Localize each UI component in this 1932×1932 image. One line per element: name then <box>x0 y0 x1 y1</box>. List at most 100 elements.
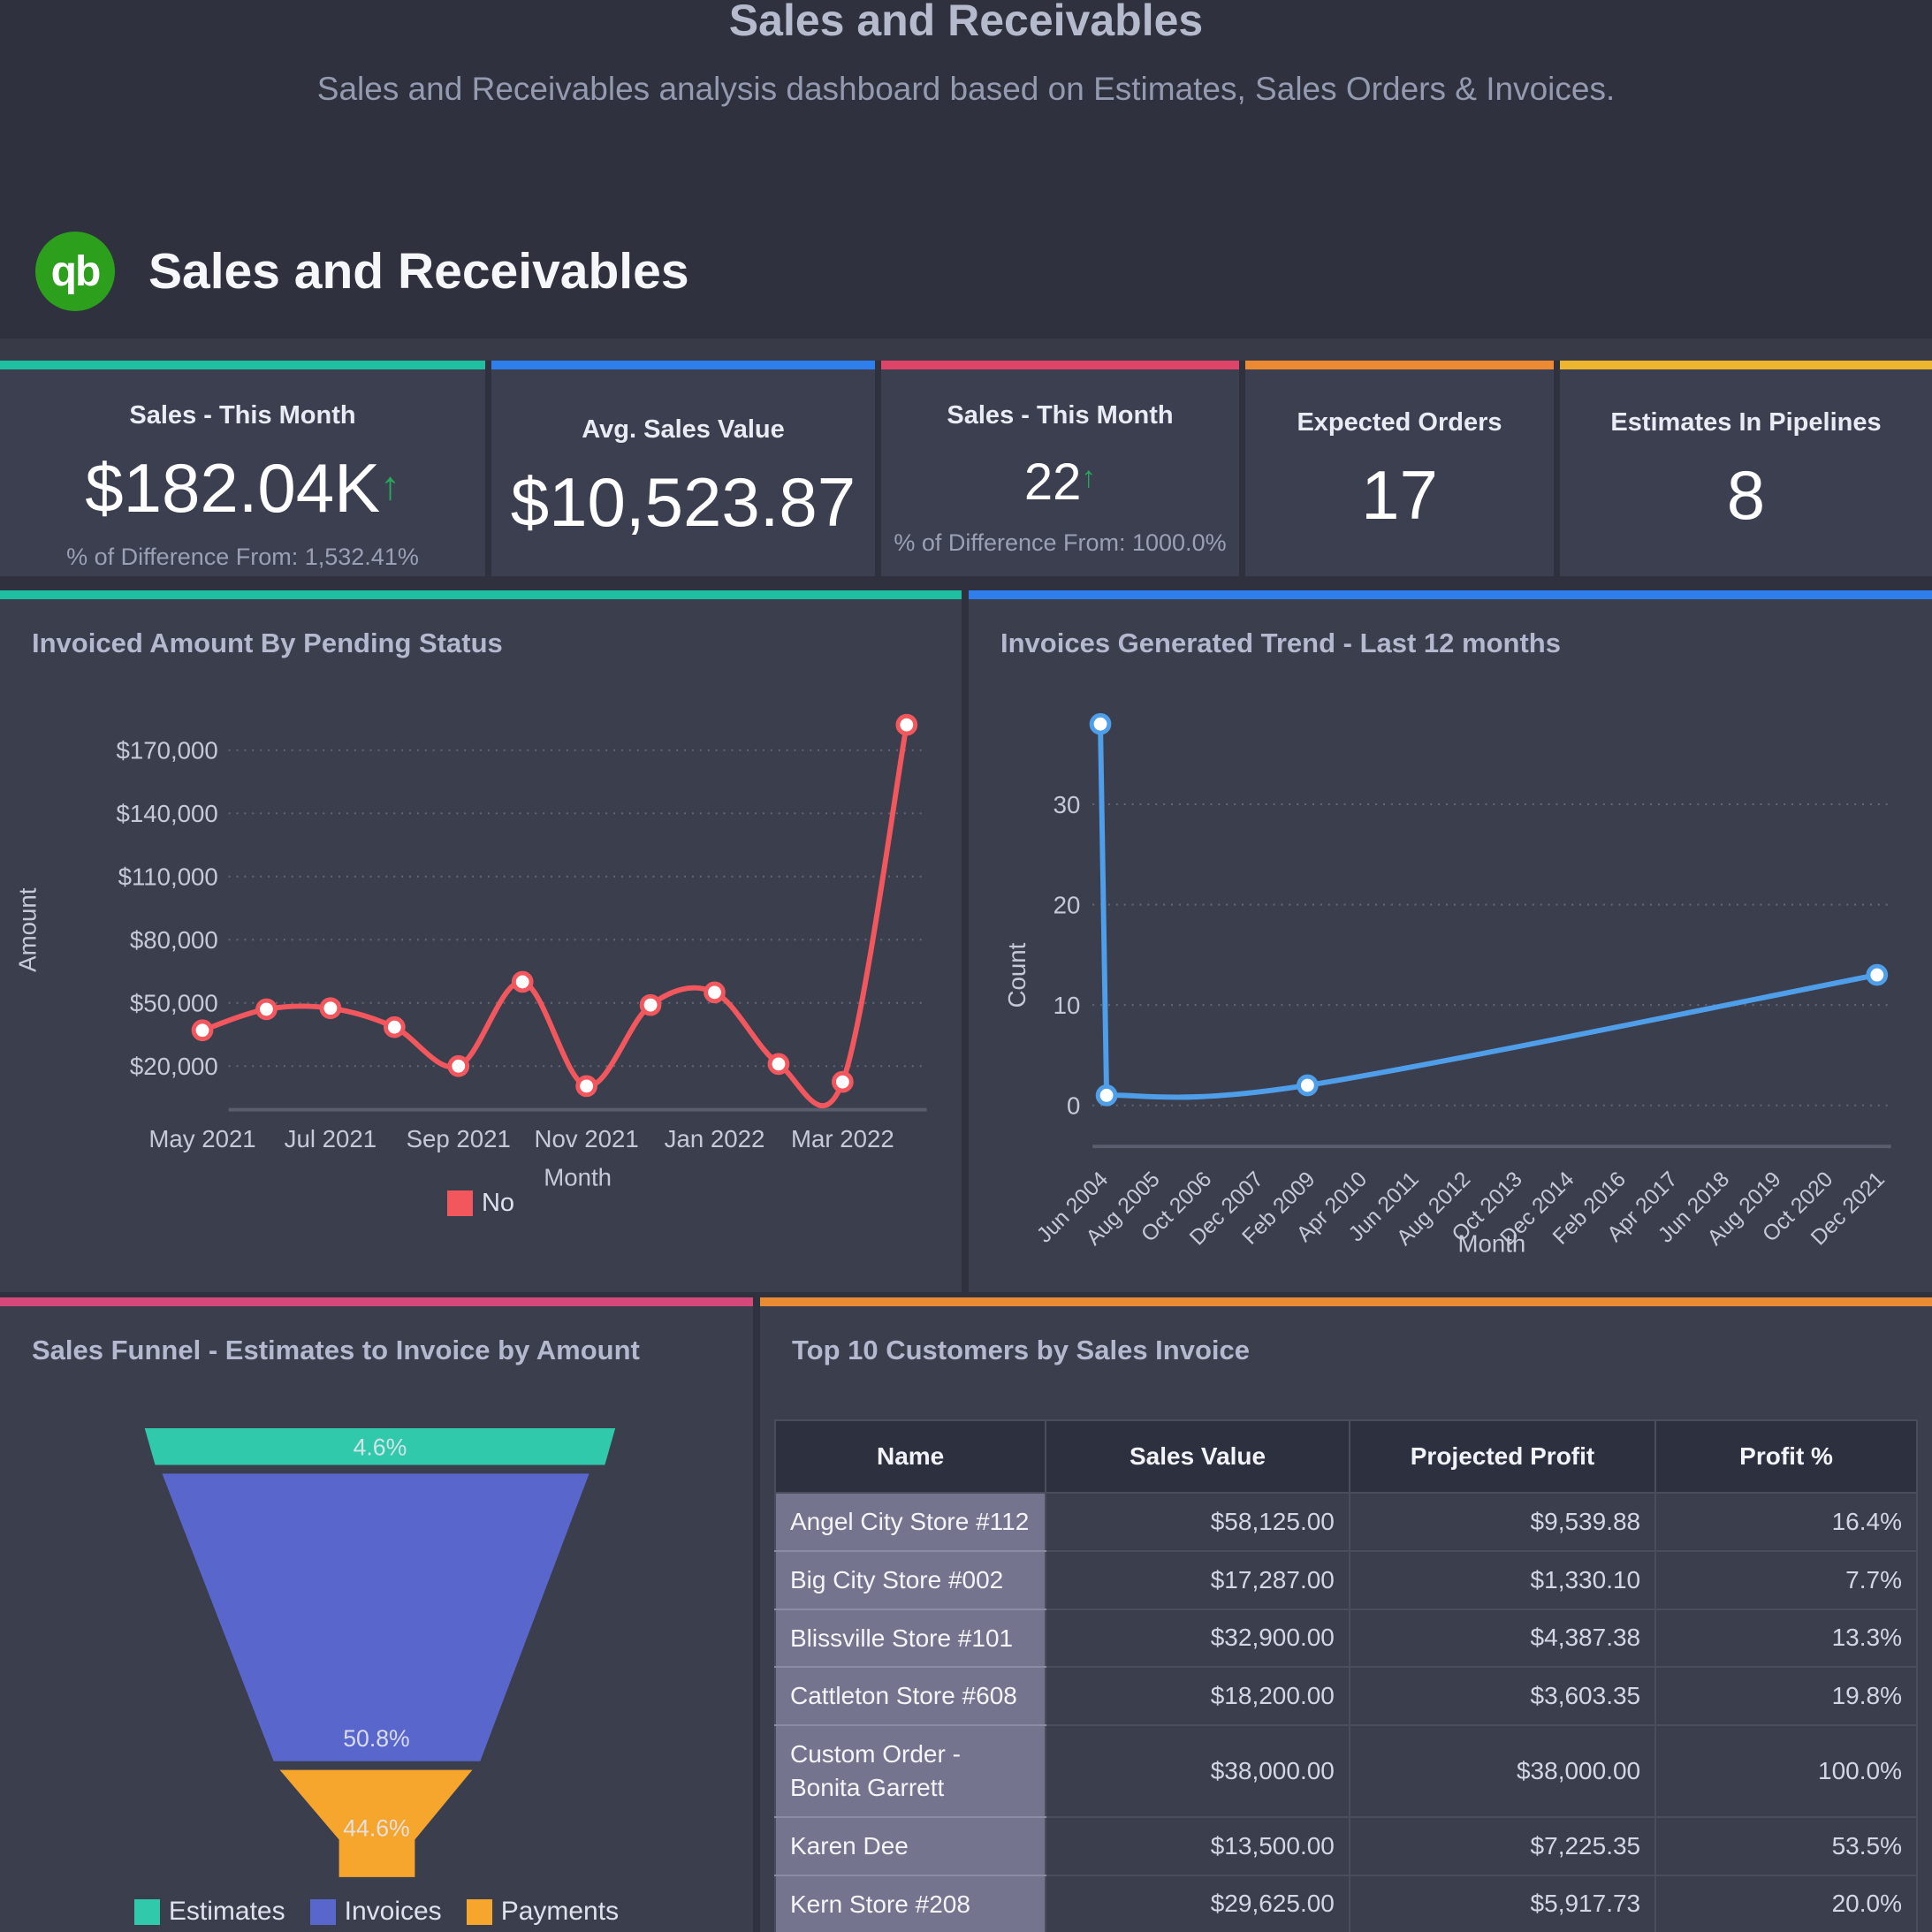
legend-label: No <box>481 1189 515 1217</box>
sales-funnel-chart[interactable]: 4.6% 50.8% 44.6% <box>0 1306 753 1932</box>
legend-swatch <box>446 1190 473 1216</box>
svg-text:30: 30 <box>1053 791 1081 818</box>
customer-name-cell: Kern Store #208 <box>773 1874 1047 1932</box>
column-header-profit-pct[interactable]: Profit % <box>1654 1419 1918 1494</box>
column-header-sales-value[interactable]: Sales Value <box>1045 1419 1350 1494</box>
kpi-value: 22↑ <box>1023 453 1097 511</box>
legend-item-no[interactable]: No <box>446 1189 515 1218</box>
legend-swatch <box>466 1898 492 1925</box>
customer-value-cell: 53.5% <box>1654 1815 1918 1876</box>
legend-label: Payments <box>500 1897 620 1926</box>
kpi-label: Estimates In Pipelines <box>1610 408 1882 437</box>
customer-name-cell: Angel City Store #112 <box>773 1492 1047 1552</box>
customer-value-cell: 16.4% <box>1654 1492 1918 1552</box>
svg-text:$140,000: $140,000 <box>117 800 218 827</box>
customer-value-cell: $58,125.00 <box>1045 1492 1350 1552</box>
column-header-name[interactable]: Name <box>773 1419 1047 1494</box>
panel-sales-funnel: 4.6% 50.8% 44.6% Sales Funnel - Estimates … <box>0 1297 753 1932</box>
kpi-label: Sales - This Month <box>947 401 1174 430</box>
chart-legend: No <box>0 1189 962 1218</box>
table-row[interactable]: Blissville Store #101 $32,900.00 $4,387.38… <box>773 1608 1918 1669</box>
table-row[interactable]: Angel City Store #112 $58,125.00 $9,539.88… <box>773 1492 1918 1552</box>
page-title: Sales and Receivables <box>728 0 1204 45</box>
customer-value-cell: $29,625.00 <box>1045 1874 1350 1932</box>
customer-value-cell: 100.0% <box>1654 1724 1918 1818</box>
svg-text:Jan 2022: Jan 2022 <box>665 1125 765 1152</box>
dashboard-header: qb Sales and Receivables <box>35 232 689 311</box>
kpi-subtext: % of Difference From: 1,532.41% <box>66 544 419 570</box>
customer-value-cell: 19.8% <box>1654 1666 1918 1727</box>
kpi-label: Avg. Sales Value <box>582 415 785 444</box>
svg-text:50.8%: 50.8% <box>343 1725 409 1752</box>
funnel-legend: Estimates Invoices Payments <box>0 1897 753 1927</box>
legend-item-invoices[interactable]: Invoices <box>309 1897 442 1927</box>
svg-text:Amount: Amount <box>13 887 41 972</box>
customer-name-cell: Blissville Store #101 <box>773 1608 1047 1669</box>
svg-text:0: 0 <box>1067 1092 1080 1120</box>
customer-value-cell: 13.3% <box>1654 1608 1918 1669</box>
column-header-projected-profit[interactable]: Projected Profit <box>1348 1419 1657 1494</box>
kpi-value: $182.04K↑ <box>85 449 400 527</box>
kpi-subtext: % of Difference From: 1000.0% <box>894 529 1227 556</box>
legend-swatch <box>133 1898 160 1925</box>
panel-title: Top 10 Customers by Sales Invoice <box>792 1335 1250 1365</box>
page-subtitle: Sales and Receivables analysis dashboard… <box>316 71 1616 107</box>
svg-text:44.6%: 44.6% <box>343 1815 409 1842</box>
legend-label: Invoices <box>344 1897 442 1926</box>
kpi-label: Expected Orders <box>1297 408 1502 437</box>
svg-text:4.6%: 4.6% <box>354 1434 407 1461</box>
quickbooks-logo-text: qb <box>50 247 102 295</box>
table-header-row: Name Sales Value Projected Profit Profit… <box>773 1419 1918 1494</box>
table-row[interactable]: Big City Store #002 $17,287.00 $1,330.10 7.… <box>773 1549 1918 1610</box>
table-row[interactable]: Custom Order - Bonita Garrett $38,000.00 $… <box>773 1724 1918 1818</box>
customer-name-cell: Big City Store #002 <box>773 1549 1047 1610</box>
kpi-value: $10,523.87 <box>510 463 856 541</box>
svg-text:$80,000: $80,000 <box>130 926 218 954</box>
legend-item-estimates[interactable]: Estimates <box>133 1897 285 1927</box>
kpi-label: Sales - This Month <box>129 401 356 430</box>
customer-value-cell: 20.0% <box>1654 1874 1918 1932</box>
svg-text:Nov 2021: Nov 2021 <box>535 1125 639 1152</box>
customer-value-cell: $7,225.35 <box>1348 1815 1657 1876</box>
svg-text:Count: Count <box>1003 942 1031 1008</box>
panel-invoiced-amount-by-pending-status: $20,000 $50,000 $80,000 $110,000 $140,000 $17… <box>0 590 962 1292</box>
svg-text:$170,000: $170,000 <box>117 737 218 764</box>
dashboard-title: Sales and Receivables <box>148 243 689 300</box>
svg-text:10: 10 <box>1053 992 1081 1019</box>
customer-value-cell: $17,287.00 <box>1045 1549 1350 1610</box>
panel-title: Sales Funnel - Estimates to Invoice by A… <box>32 1335 640 1365</box>
customer-value-cell: $9,539.88 <box>1348 1492 1657 1552</box>
table-row[interactable]: Kern Store #208 $29,625.00 $5,917.73 20.0% <box>773 1874 1918 1932</box>
invoiced-amount-line-chart[interactable]: $20,000 $50,000 $80,000 $110,000 $140,000 $17… <box>0 599 962 1292</box>
svg-text:May 2021: May 2021 <box>148 1125 255 1152</box>
kpi-card-sales-this-month-count: Sales - This Month 22↑ % of Difference F… <box>881 361 1239 576</box>
kpi-card-expected-orders: Expected Orders 17 <box>1245 361 1554 576</box>
customer-value-cell: $38,000.00 <box>1045 1724 1350 1818</box>
trend-up-icon: ↑ <box>380 463 400 508</box>
kpi-cards-row: Sales - This Month $182.04K↑ % of Differ… <box>0 361 1932 576</box>
customer-name-cell: Cattleton Store #608 <box>773 1666 1047 1727</box>
customer-value-cell: 7.7% <box>1654 1549 1918 1610</box>
kpi-card-sales-this-month-amount: Sales - This Month $182.04K↑ % of Differ… <box>0 361 485 576</box>
svg-text:Month: Month <box>544 1164 612 1191</box>
customer-value-cell: $1,330.10 <box>1348 1549 1657 1610</box>
kpi-value: 8 <box>1726 456 1766 534</box>
kpi-value: 17 <box>1361 456 1438 534</box>
legend-swatch <box>309 1898 336 1925</box>
legend-item-payments[interactable]: Payments <box>466 1897 620 1927</box>
svg-text:$50,000: $50,000 <box>130 990 218 1017</box>
svg-text:20: 20 <box>1053 891 1081 918</box>
customer-value-cell: $3,603.35 <box>1348 1666 1657 1727</box>
legend-label: Estimates <box>168 1897 285 1926</box>
svg-text:Month: Month <box>1458 1230 1526 1258</box>
customer-value-cell: $18,200.00 <box>1045 1666 1350 1727</box>
customer-value-cell: $13,500.00 <box>1045 1815 1350 1876</box>
customer-name-cell: Custom Order - Bonita Garrett <box>773 1724 1047 1818</box>
trend-up-icon: ↑ <box>1081 461 1097 494</box>
panel-title: Invoiced Amount By Pending Status <box>32 628 503 658</box>
svg-text:Jul 2021: Jul 2021 <box>285 1125 377 1152</box>
table-row[interactable]: Cattleton Store #608 $18,200.00 $3,603.35 1… <box>773 1666 1918 1727</box>
table-row[interactable]: Karen Dee $13,500.00 $7,225.35 53.5% <box>773 1815 1918 1876</box>
